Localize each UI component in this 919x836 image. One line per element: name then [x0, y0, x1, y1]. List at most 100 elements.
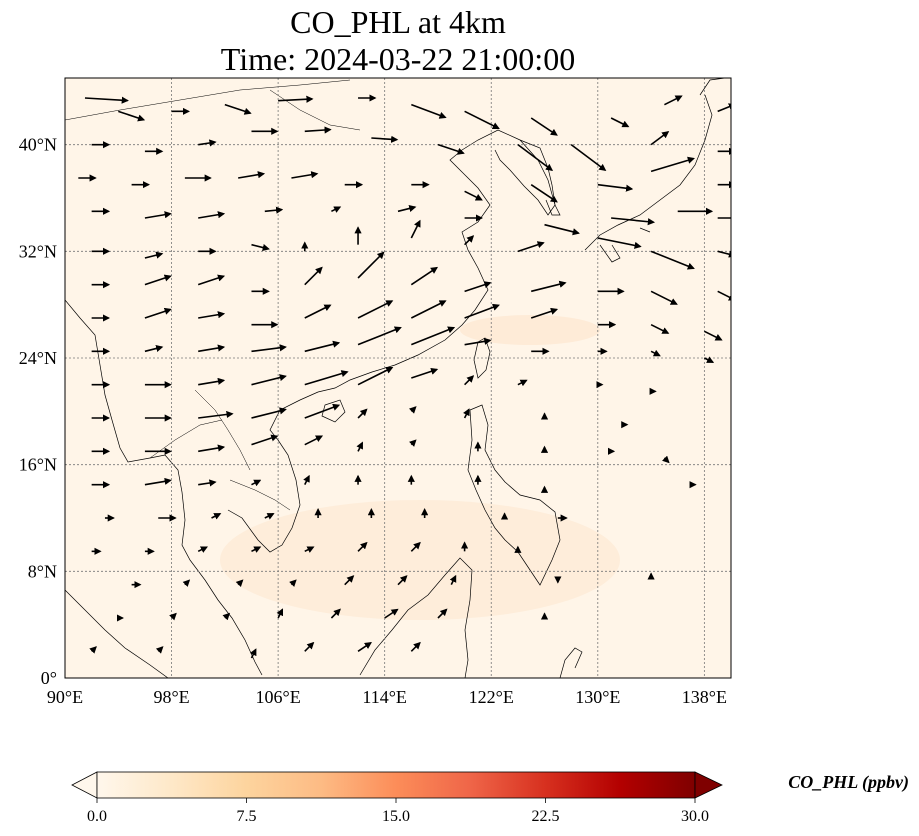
- wind-arrow: [437, 608, 448, 619]
- wind-arrow: [118, 110, 146, 122]
- wind-arrow: [264, 513, 275, 520]
- wind-arrow: [650, 131, 670, 146]
- wind-arrow: [222, 612, 231, 621]
- inland-borders: [65, 79, 361, 511]
- lat-tick-label: 0°: [41, 668, 57, 688]
- wind-arrow: [84, 96, 129, 104]
- wind-arrow: [664, 95, 683, 106]
- concentration-patch: [220, 500, 620, 620]
- colorbar-tick-label: 22.5: [532, 808, 560, 825]
- wind-arrow: [304, 126, 332, 134]
- wind-arrow: [544, 223, 580, 236]
- gridlines: [64, 78, 731, 678]
- wind-arrow: [704, 356, 715, 363]
- wind-arrow: [531, 280, 567, 293]
- wind-arrow: [289, 579, 297, 588]
- wind-arrow: [517, 241, 545, 253]
- wind-arrow: [384, 608, 399, 619]
- wind-arrow: [464, 110, 500, 130]
- wind-arrow: [304, 435, 324, 446]
- sumatra-coastline: [65, 589, 169, 678]
- sulawesi-coastline: [559, 647, 583, 678]
- wind-arrow: [331, 206, 342, 213]
- wind-arrow: [530, 184, 558, 203]
- title-line-1: CO_PHL at 4km: [290, 4, 506, 40]
- wind-arrow: [464, 235, 475, 246]
- wind-arrow: [304, 266, 323, 286]
- wind-arrow: [397, 575, 408, 586]
- wind-arrow: [198, 139, 217, 147]
- wind-arrow: [650, 349, 661, 357]
- wind-arrow: [251, 407, 287, 419]
- wind-arrow: [717, 250, 731, 258]
- wind-arrow: [437, 143, 465, 155]
- wind-arrow: [356, 441, 364, 452]
- wind-arrow: [235, 579, 244, 588]
- wind-arrow: [251, 546, 262, 553]
- colorbar-body: [96, 771, 696, 799]
- wind-arrow: [198, 344, 226, 353]
- wind-arrow: [371, 135, 399, 143]
- lat-tick-label: 8°N: [28, 561, 57, 581]
- colorbar: 0.0 7.5 15.0 22.5 30.0 CO_PHL (ppbv): [71, 771, 909, 825]
- wind-arrow: [197, 274, 226, 286]
- wind-arrow: [411, 367, 439, 379]
- title-line-2: Time: 2024-03-22 21:00:00: [221, 41, 575, 77]
- wind-arrow: [264, 206, 284, 214]
- wind-arrow: [303, 474, 310, 486]
- wind-arrow: [251, 243, 270, 252]
- wind-arrow: [357, 300, 394, 319]
- map-panel: [64, 77, 732, 679]
- wind-arrow: [144, 477, 172, 486]
- wind-arrow: [530, 307, 559, 319]
- wind-arrow: [357, 642, 372, 652]
- wind-arrow: [198, 479, 217, 487]
- latitude-ticks: 0° 8°N 16°N 24°N 32°N 40°N: [19, 135, 57, 688]
- wind-arrow: [410, 641, 421, 652]
- colorbar-ticks: 0.0 7.5 15.0 22.5 30.0: [87, 798, 709, 825]
- wind-arrow: [464, 337, 492, 346]
- wind-vectors: [78, 94, 731, 659]
- lat-tick-label: 40°N: [19, 135, 57, 155]
- wind-arrow: [650, 156, 695, 173]
- wind-arrow: [155, 646, 164, 654]
- colorbar-tick-label: 30.0: [681, 808, 709, 825]
- wind-arrow: [530, 117, 558, 136]
- wind-arrow: [144, 251, 164, 259]
- wind-arrow: [238, 171, 266, 179]
- wind-arrow: [650, 290, 678, 305]
- wind-arrow: [464, 281, 492, 293]
- wind-arrow: [357, 541, 368, 552]
- wind-arrow: [357, 366, 394, 386]
- wind-arrow: [198, 311, 226, 319]
- wind-arrow: [662, 455, 670, 464]
- wind-arrow: [304, 403, 341, 419]
- wind-arrow: [411, 103, 447, 119]
- wind-arrow: [278, 95, 314, 103]
- wind-arrow: [291, 171, 319, 179]
- wind-arrow: [198, 444, 226, 453]
- wind-arrow: [650, 323, 670, 334]
- wind-arrow: [144, 344, 164, 353]
- wind-arrow: [449, 574, 457, 586]
- borneo-coastline: [359, 557, 473, 678]
- lon-tick-label: 138°E: [682, 687, 727, 707]
- lat-tick-label: 32°N: [19, 241, 57, 261]
- wind-arrow: [89, 646, 97, 654]
- colorbar-tick-label: 0.0: [87, 808, 107, 825]
- wind-arrow: [464, 375, 475, 386]
- colorbar-tick-label: 15.0: [382, 808, 410, 825]
- wind-arrow: [144, 274, 172, 286]
- lon-tick-label: 130°E: [575, 687, 620, 707]
- wind-arrow: [410, 219, 421, 239]
- wind-arrow: [597, 237, 642, 249]
- wind-arrow: [397, 204, 417, 213]
- wind-arrow: [251, 434, 279, 446]
- wind-arrow: [251, 374, 287, 386]
- longitude-ticks: 90°E 98°E 106°E 114°E 122°E 130°E 138°E: [47, 687, 727, 707]
- mainland-coastline: [65, 129, 556, 676]
- wind-arrow: [408, 439, 417, 448]
- wind-arrow: [169, 612, 177, 621]
- wind-arrow: [357, 251, 385, 279]
- wind-arrow: [517, 144, 554, 172]
